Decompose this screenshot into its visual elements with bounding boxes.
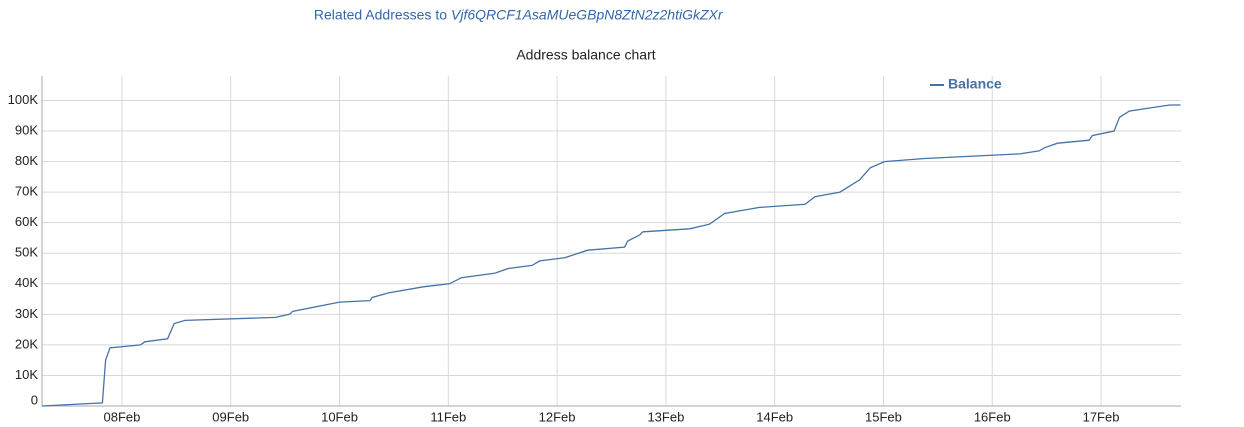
header-prefix: Related Addresses to (314, 7, 447, 23)
x-tick-label: 14Feb (756, 409, 793, 424)
x-tick-label: 13Feb (647, 409, 684, 424)
chart-title: Address balance chart (516, 47, 655, 63)
y-tick-label: 50K (15, 245, 38, 260)
x-tick-label: 16Feb (974, 409, 1011, 424)
x-tick-label: 10Feb (321, 409, 358, 424)
x-tick-label: 09Feb (212, 409, 249, 424)
x-tick-label: 12Feb (539, 409, 576, 424)
x-tick-label: 15Feb (865, 409, 902, 424)
y-tick-label: 100K (8, 92, 39, 107)
y-tick-label: 60K (15, 214, 38, 229)
y-tick-label: 10K (15, 367, 38, 382)
x-tick-label: 17Feb (1083, 409, 1120, 424)
y-tick-label: 30K (15, 306, 38, 321)
header-address[interactable]: Vjf6QRCF1AsaMUeGBpN8ZtN2z2htiGkZXr (451, 7, 724, 23)
y-tick-label: 40K (15, 275, 38, 290)
y-tick-label: 20K (15, 336, 38, 351)
legend-label: Balance (948, 76, 1002, 92)
line (41, 104, 1181, 407)
y-tick-label: 80K (15, 153, 38, 168)
y-tick-label: 0 (31, 392, 38, 407)
y-tick-label: 70K (15, 184, 38, 199)
x-tick-label: 08Feb (104, 409, 141, 424)
x-tick-label: 11Feb (430, 409, 466, 424)
y-tick-label: 90K (15, 122, 38, 137)
